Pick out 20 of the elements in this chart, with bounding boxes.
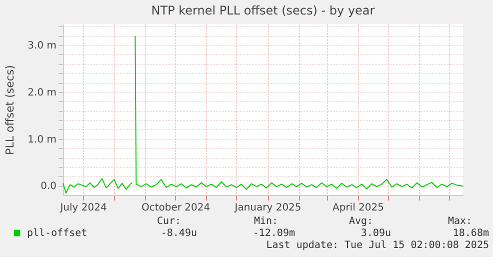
text: -12.09m (252, 228, 295, 239)
x-tick-label: October 2024 (141, 202, 210, 214)
text: 18.68m (452, 228, 489, 239)
y-tick-label: 0.0 (40, 181, 56, 192)
y-tick-label: 2.0 m (28, 87, 56, 98)
chart-title: NTP kernel PLL offset (secs) - by year (151, 3, 375, 18)
y-tick-label: 3.0 m (28, 40, 56, 52)
text: -8.49u (160, 228, 197, 239)
text: Last update: Tue Jul 15 02:00:08 2025 (266, 240, 489, 251)
x-tick-label: July 2024 (59, 202, 107, 214)
text: Avg: (349, 216, 374, 227)
x-tick-label: April 2025 (332, 202, 384, 214)
text: Max: (448, 216, 472, 227)
text: 3.09u (360, 228, 391, 239)
y-tick-label: 1.0 m (28, 134, 56, 146)
text: Min: (254, 216, 278, 227)
legend-label: pll-offset (27, 228, 88, 239)
text: Cur: (157, 216, 182, 227)
y-axis-title: PLL offset (secs) (4, 65, 17, 155)
x-tick-label: January 2025 (234, 202, 302, 214)
